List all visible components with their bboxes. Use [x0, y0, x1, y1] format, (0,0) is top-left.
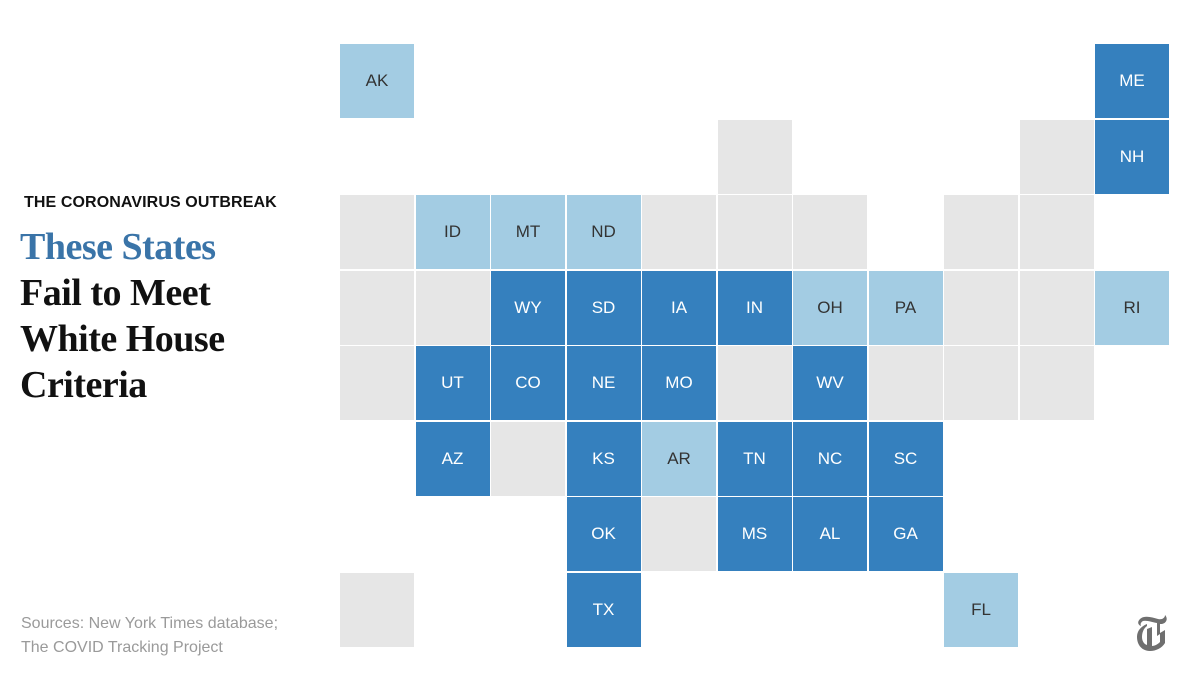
- state-tile-wv: WV: [793, 346, 867, 420]
- state-tile-unlabeled: [1019, 195, 1094, 269]
- state-tile-unlabeled: [1019, 119, 1094, 194]
- state-tile-tx: TX: [566, 572, 641, 647]
- headline-line-4: Criteria: [20, 364, 147, 406]
- state-tile-ms: MS: [717, 497, 792, 571]
- state-tile-unlabeled: [340, 195, 414, 269]
- state-tile-nc: NC: [793, 421, 867, 496]
- state-tile-unlabeled: [868, 346, 943, 420]
- state-tile-fl: FL: [944, 572, 1018, 647]
- state-tile-oh: OH: [793, 270, 867, 345]
- state-tile-unlabeled: [944, 195, 1018, 269]
- state-tile-unlabeled: [642, 195, 716, 269]
- state-tile-me: ME: [1095, 44, 1169, 118]
- state-tile-unlabeled: [1019, 346, 1094, 420]
- state-tile-unlabeled: [415, 270, 490, 345]
- state-tile-ut: UT: [415, 346, 490, 420]
- state-tile-unlabeled: [793, 195, 867, 269]
- state-tile-mt: MT: [491, 195, 565, 269]
- state-tile-sd: SD: [566, 270, 641, 345]
- state-tile-unlabeled: [340, 270, 414, 345]
- state-tile-unlabeled: [717, 119, 792, 194]
- headline-line-2: Fail to Meet: [20, 272, 211, 314]
- state-tile-pa: PA: [868, 270, 943, 345]
- sources-line-1: Sources: New York Times database;: [21, 615, 279, 632]
- state-tile-ga: GA: [868, 497, 943, 571]
- nyt-t-logo-icon: [1137, 615, 1167, 651]
- state-tile-nh: NH: [1095, 119, 1169, 194]
- state-tile-ri: RI: [1095, 270, 1169, 345]
- state-tile-al: AL: [793, 497, 867, 571]
- state-tile-az: AZ: [415, 421, 490, 496]
- state-tile-unlabeled: [944, 346, 1018, 420]
- headline: These States Fail to Meet White House Cr…: [20, 224, 320, 408]
- state-tile-id: ID: [415, 195, 490, 269]
- sources-note: Sources: New York Times database; The CO…: [21, 612, 278, 660]
- state-tile-unlabeled: [1019, 270, 1094, 345]
- state-tile-unlabeled: [340, 572, 414, 647]
- state-tile-ks: KS: [566, 421, 641, 496]
- state-tile-ne: NE: [566, 346, 641, 420]
- state-tile-ak: AK: [340, 44, 414, 118]
- headline-line-1: These States: [20, 226, 216, 268]
- state-tile-wy: WY: [491, 270, 565, 345]
- state-tile-in: IN: [717, 270, 792, 345]
- headline-line-3: White House: [20, 318, 225, 360]
- state-tile-unlabeled: [717, 346, 792, 420]
- state-tile-co: CO: [491, 346, 565, 420]
- state-tile-mo: MO: [642, 346, 716, 420]
- state-tile-ar: AR: [642, 421, 716, 496]
- state-tile-ok: OK: [566, 497, 641, 571]
- state-tile-unlabeled: [944, 270, 1018, 345]
- state-tile-ia: IA: [642, 270, 716, 345]
- kicker: THE CORONAVIRUS OUTBREAK: [24, 194, 277, 211]
- state-tile-unlabeled: [717, 195, 792, 269]
- sources-line-2: The COVID Tracking Project: [21, 639, 223, 656]
- state-tile-sc: SC: [868, 421, 943, 496]
- state-tile-unlabeled: [642, 497, 716, 571]
- state-tile-nd: ND: [566, 195, 641, 269]
- state-tile-unlabeled: [340, 346, 414, 420]
- state-tile-unlabeled: [491, 421, 565, 496]
- state-tile-tn: TN: [717, 421, 792, 496]
